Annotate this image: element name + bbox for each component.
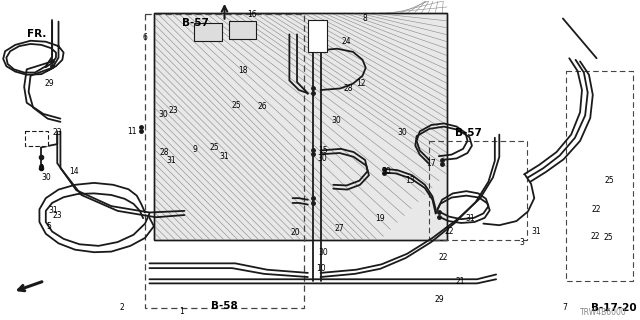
- Text: 25: 25: [232, 101, 241, 110]
- Bar: [26, 132, 48, 146]
- Text: 23: 23: [52, 128, 62, 138]
- Text: 28: 28: [159, 148, 169, 157]
- Bar: [429, 141, 527, 239]
- Text: 9: 9: [192, 145, 197, 154]
- Text: 23: 23: [168, 106, 178, 115]
- Text: 30: 30: [332, 116, 341, 125]
- Text: 31: 31: [48, 206, 58, 215]
- Text: 3: 3: [519, 238, 524, 247]
- Text: 30: 30: [41, 173, 51, 182]
- Text: B-57: B-57: [182, 18, 209, 28]
- Text: 22: 22: [591, 232, 600, 242]
- Text: 27: 27: [335, 224, 344, 233]
- Text: 18: 18: [238, 67, 248, 76]
- Bar: [145, 14, 304, 308]
- Text: 30: 30: [382, 167, 392, 176]
- Text: 24: 24: [342, 37, 351, 46]
- Bar: [566, 71, 633, 281]
- Text: 4: 4: [39, 164, 44, 173]
- Text: 23: 23: [52, 211, 62, 220]
- Text: 31: 31: [531, 228, 541, 236]
- Text: 29: 29: [434, 295, 444, 304]
- Text: 25: 25: [209, 143, 219, 152]
- Text: 25: 25: [605, 176, 614, 185]
- Text: 30: 30: [317, 154, 326, 163]
- Text: 21: 21: [455, 277, 465, 286]
- Text: 30: 30: [397, 128, 408, 138]
- Text: 31: 31: [220, 152, 229, 161]
- Text: 2: 2: [120, 303, 125, 312]
- Text: 10: 10: [316, 264, 325, 273]
- Bar: [194, 23, 221, 41]
- Text: 11: 11: [127, 127, 137, 136]
- Text: 26: 26: [258, 102, 268, 111]
- Text: FR.: FR.: [28, 29, 47, 39]
- Text: 22: 22: [445, 227, 454, 236]
- Text: 19: 19: [375, 214, 385, 223]
- Text: B-57: B-57: [454, 128, 481, 138]
- Text: TRW4B6000: TRW4B6000: [580, 308, 627, 316]
- Bar: [154, 13, 447, 239]
- Text: B-17-20: B-17-20: [591, 303, 637, 313]
- Text: 31: 31: [465, 214, 475, 223]
- Text: 15: 15: [318, 146, 328, 155]
- Text: 14: 14: [70, 167, 79, 176]
- Text: 13: 13: [405, 176, 415, 185]
- Text: 12: 12: [356, 79, 366, 88]
- Text: 20: 20: [291, 228, 300, 237]
- Bar: [228, 21, 257, 39]
- Text: B-58: B-58: [211, 301, 238, 311]
- Text: 28: 28: [344, 84, 353, 93]
- Text: 16: 16: [248, 10, 257, 19]
- Text: 22: 22: [592, 205, 602, 214]
- Text: 6: 6: [143, 33, 147, 42]
- Text: 31: 31: [166, 156, 176, 165]
- Text: 30: 30: [318, 248, 328, 257]
- Text: 8: 8: [363, 14, 367, 23]
- Text: 30: 30: [158, 110, 168, 119]
- Text: 7: 7: [563, 303, 567, 312]
- Text: 29: 29: [45, 79, 54, 88]
- Text: 22: 22: [438, 253, 448, 262]
- Text: 25: 25: [604, 233, 614, 243]
- Bar: [154, 13, 447, 239]
- Bar: [308, 20, 327, 52]
- Text: 17: 17: [426, 159, 436, 168]
- Text: 1: 1: [179, 307, 184, 316]
- Text: 5: 5: [47, 222, 51, 231]
